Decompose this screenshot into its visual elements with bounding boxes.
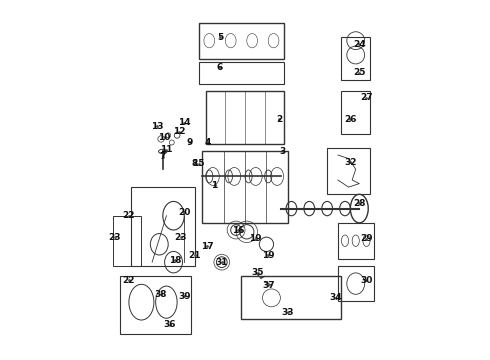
Text: 20: 20: [178, 208, 191, 217]
Text: 7: 7: [160, 152, 166, 161]
Text: 10: 10: [158, 132, 171, 141]
Bar: [120, 276, 192, 334]
Text: 23: 23: [108, 233, 121, 242]
Text: 25: 25: [353, 68, 366, 77]
Text: 31: 31: [216, 258, 228, 267]
Text: 23: 23: [174, 233, 187, 242]
Text: 26: 26: [344, 115, 357, 124]
Text: 5: 5: [217, 33, 223, 42]
Text: 19: 19: [249, 234, 262, 243]
Text: 13: 13: [151, 122, 164, 131]
Text: 15: 15: [192, 159, 205, 168]
Text: 35: 35: [251, 268, 264, 277]
Text: 39: 39: [178, 292, 191, 301]
Bar: [242, 276, 342, 319]
Text: 29: 29: [360, 234, 373, 243]
Text: 4: 4: [204, 138, 211, 147]
Text: 18: 18: [169, 256, 182, 265]
Text: 36: 36: [164, 320, 176, 329]
Text: 2: 2: [276, 115, 282, 124]
Bar: [131, 187, 195, 266]
Text: 24: 24: [353, 40, 366, 49]
Text: 9: 9: [186, 138, 193, 147]
Bar: [198, 62, 284, 84]
Text: 38: 38: [155, 290, 167, 299]
Text: 21: 21: [189, 251, 201, 260]
Bar: [338, 266, 373, 301]
Text: 30: 30: [360, 275, 372, 284]
Text: 32: 32: [344, 158, 357, 167]
Text: 1: 1: [212, 181, 218, 190]
Text: 17: 17: [201, 242, 214, 251]
Bar: [338, 223, 373, 258]
Text: 22: 22: [122, 275, 135, 284]
Text: 14: 14: [178, 118, 191, 127]
Bar: [206, 91, 284, 144]
Text: 11: 11: [160, 145, 172, 154]
Text: 22: 22: [122, 211, 135, 220]
Text: 6: 6: [217, 63, 223, 72]
Text: 34: 34: [330, 293, 343, 302]
Text: 27: 27: [360, 93, 373, 102]
Text: 8: 8: [192, 159, 198, 168]
Text: 16: 16: [232, 225, 244, 234]
Text: 33: 33: [282, 308, 294, 317]
Text: 3: 3: [279, 147, 286, 156]
Bar: [327, 148, 370, 194]
Bar: [113, 216, 142, 266]
Text: 19: 19: [262, 251, 274, 260]
Text: 37: 37: [262, 281, 274, 290]
Bar: [198, 23, 284, 59]
Text: 28: 28: [353, 199, 366, 208]
Bar: [342, 37, 370, 80]
Text: 12: 12: [172, 127, 185, 136]
Bar: [342, 91, 370, 134]
Bar: [202, 152, 288, 223]
